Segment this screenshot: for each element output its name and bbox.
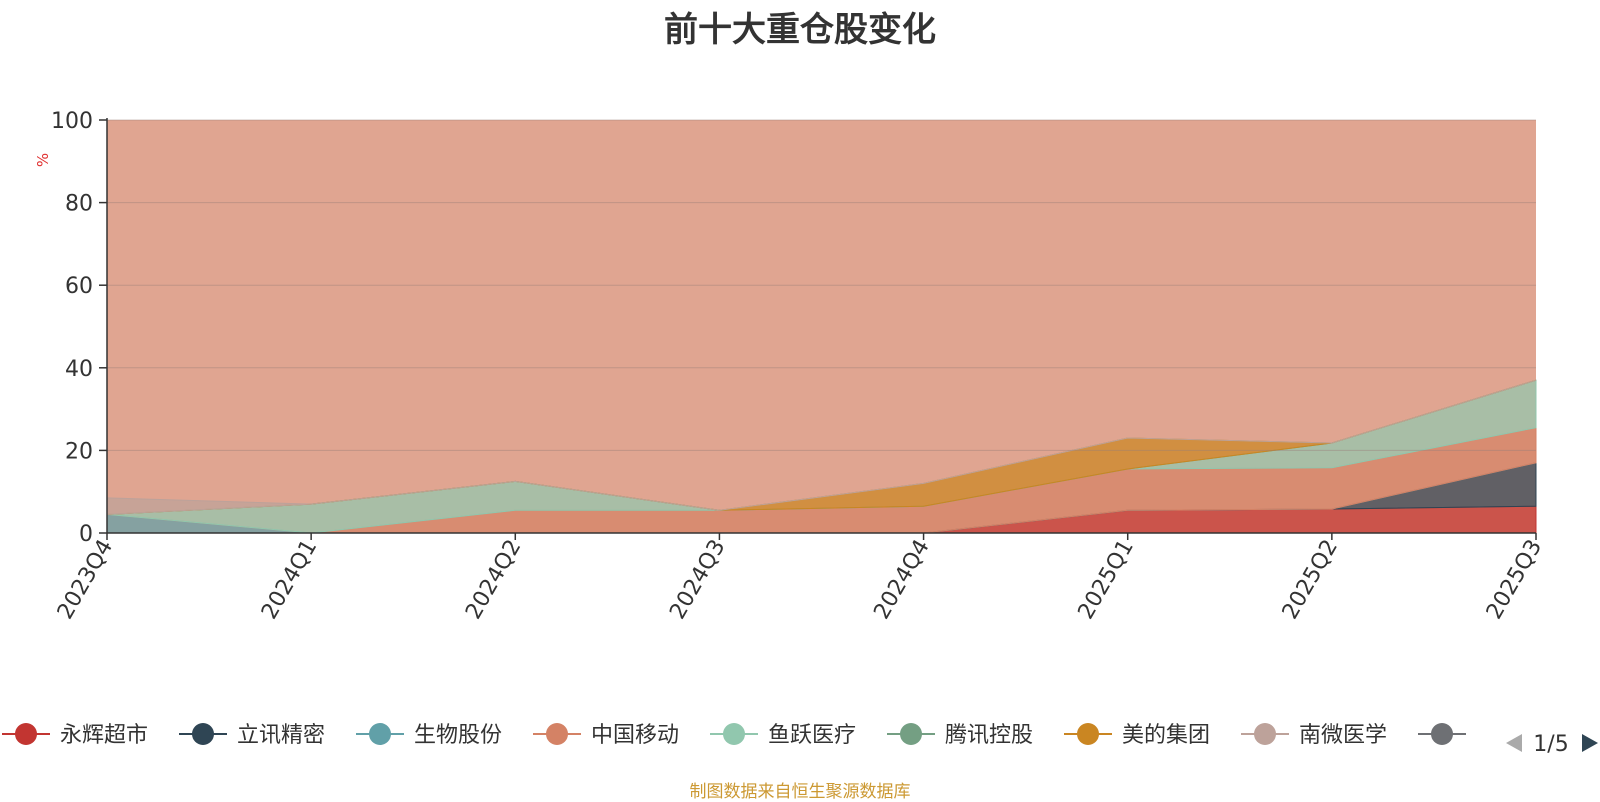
legend-circle-icon	[1254, 723, 1276, 745]
legend-pager: 1/5	[1506, 732, 1598, 757]
legend-label: 腾讯控股	[945, 723, 1033, 748]
legend-label: 鱼跃医疗	[768, 723, 856, 748]
axes	[106, 118, 1536, 534]
x-tick-label: 2023Q4	[53, 536, 118, 624]
source-note: 制图数据来自恒生聚源数据库	[689, 782, 911, 802]
y-tick-label: 40	[65, 357, 93, 382]
legend-circle-icon	[1077, 723, 1099, 745]
area-band-7	[106, 379, 1537, 515]
x-tick-label: 2025Q2	[1278, 536, 1343, 624]
legend: 永辉超市 立讯精密 生物股份 中国移动 鱼跃医疗 腾讯控股 美的集团 南微医学	[2, 723, 1466, 748]
legend-label: 美的集团	[1122, 723, 1210, 748]
legend-circle-icon	[15, 723, 37, 745]
legend-circle-icon	[546, 723, 568, 745]
legend-item[interactable]: 生物股份	[356, 723, 502, 748]
chart-title: 前十大重仓股变化	[664, 10, 936, 50]
legend-prev-arrow-icon[interactable]	[1506, 734, 1522, 752]
legend-circle-icon	[369, 723, 391, 745]
legend-item[interactable]: 鱼跃医疗	[710, 723, 856, 748]
y-tick-label: 100	[51, 109, 93, 134]
legend-circle-icon	[723, 723, 745, 745]
legend-label: 南微医学	[1299, 723, 1387, 748]
legend-item[interactable]: 南微医学	[1241, 723, 1387, 748]
x-tick-label: 2024Q4	[869, 536, 934, 624]
legend-item[interactable]: 腾讯控股	[887, 723, 1033, 748]
legend-circle-icon	[900, 723, 922, 745]
x-tick-label: 2025Q3	[1482, 536, 1547, 624]
legend-item[interactable]: 立讯精密	[179, 723, 325, 748]
legend-circle-icon	[1431, 723, 1453, 745]
x-tick-label: 2024Q2	[461, 536, 526, 624]
gridlines	[107, 119, 1536, 451]
y-tick-label: 0	[79, 522, 93, 547]
y-tick-label: 20	[65, 439, 93, 464]
y-tick-label: 60	[65, 274, 93, 299]
legend-item[interactable]: 永辉超市	[2, 723, 148, 748]
legend-label: 立讯精密	[237, 723, 325, 748]
y-tick-label: 80	[65, 192, 93, 217]
legend-circle-icon	[192, 723, 214, 745]
x-tick-label: 2024Q3	[665, 536, 730, 624]
legend-label: 中国移动	[591, 723, 679, 748]
legend-label: 生物股份	[414, 723, 502, 748]
area-bands	[106, 379, 1537, 534]
x-tick-label: 2025Q1	[1074, 536, 1139, 624]
x-ticks: 2023Q4 2024Q1 2024Q2 2024Q3 2024Q4 2025Q1 2025…	[53, 533, 1547, 624]
legend-next-arrow-icon[interactable]	[1582, 734, 1598, 752]
legend-item[interactable]: 中国移动	[533, 723, 679, 748]
legend-item[interactable]: 美的集团	[1064, 723, 1210, 748]
y-ticks: 0 20 40 60 80 100	[51, 109, 107, 547]
legend-label: 永辉超市	[60, 723, 148, 748]
y-axis-label: %	[34, 153, 52, 167]
legend-item-truncated[interactable]	[1418, 723, 1466, 745]
legend-page-indicator: 1/5	[1533, 732, 1568, 757]
x-tick-label: 2024Q1	[257, 536, 322, 624]
